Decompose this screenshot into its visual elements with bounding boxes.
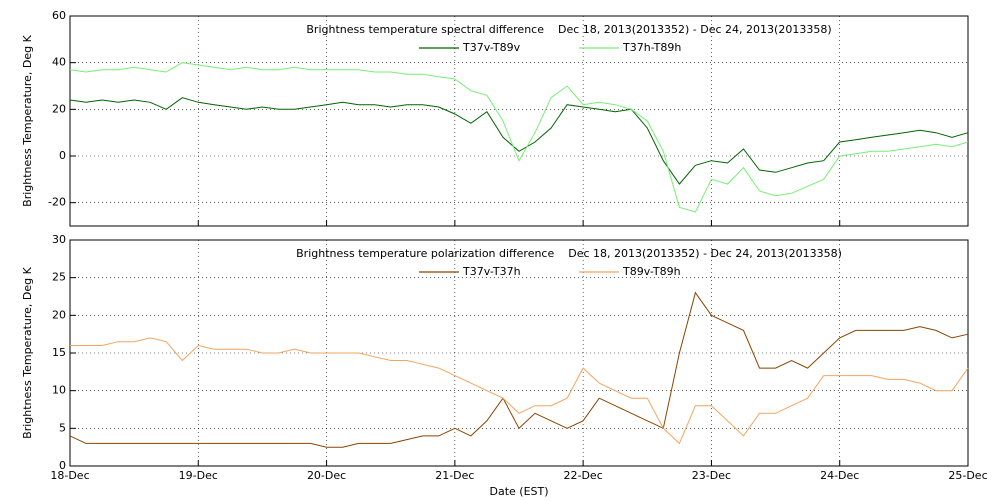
y-tick-label: -20 — [48, 196, 66, 209]
legend-label: T37h-T89h — [622, 41, 681, 54]
plot-frame — [69, 15, 969, 227]
series-line — [69, 62, 969, 213]
x-tick-label: 24-Dec — [820, 469, 859, 482]
x-tick-label: 21-Dec — [435, 469, 474, 482]
x-tick-label: 25-Dec — [948, 469, 987, 482]
x-tick-label: 22-Dec — [564, 469, 603, 482]
y-tick-label: 60 — [52, 9, 66, 22]
y-axis-label: Brightness Temperature, Deg K — [21, 266, 34, 438]
y-tick-label: 20 — [52, 308, 66, 321]
y-tick-label: 10 — [52, 384, 66, 397]
y-axis-label: Brightness Temperature, Deg K — [21, 34, 34, 206]
y-tick-label: 0 — [59, 459, 66, 472]
y-tick-label: 20 — [52, 102, 66, 115]
legend-label: T37v-T89v — [462, 41, 521, 54]
chart-title: Brightness temperature spectral differen… — [306, 23, 831, 36]
y-tick-label: 15 — [52, 346, 66, 359]
x-tick-label: 19-Dec — [179, 469, 218, 482]
x-tick-label: 23-Dec — [692, 469, 731, 482]
y-tick-label: 30 — [52, 233, 66, 246]
y-tick-label: 40 — [52, 56, 66, 69]
y-tick-label: 5 — [59, 421, 66, 434]
legend-label: T37v-T37h — [462, 265, 521, 278]
legend-label: T89v-T89h — [622, 265, 681, 278]
y-tick-label: 25 — [52, 271, 66, 284]
x-tick-label: 18-Dec — [50, 469, 89, 482]
series-line — [70, 337, 969, 445]
series-line — [69, 97, 969, 185]
plot-frame — [69, 239, 969, 467]
series-line — [69, 291, 969, 448]
y-tick-label: 0 — [59, 149, 66, 162]
x-tick-label: 20-Dec — [307, 469, 346, 482]
chart-title: Brightness temperature polarization diff… — [296, 247, 842, 260]
x-axis-label: Date (EST) — [489, 485, 548, 498]
